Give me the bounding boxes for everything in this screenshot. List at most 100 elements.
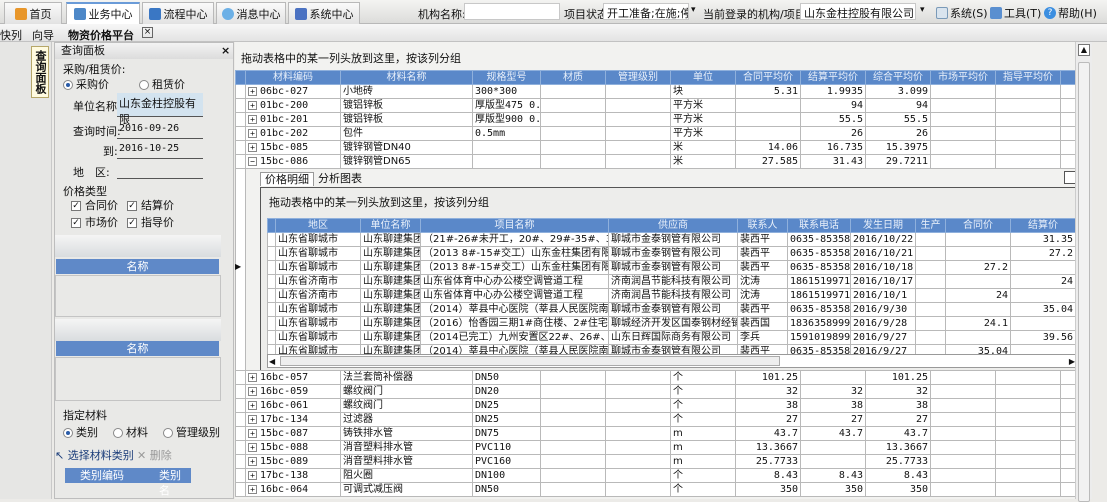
tab-system-center[interactable]: 系统中心 <box>288 2 360 24</box>
table-row[interactable]: +15bc-088 消音塑料排水管 PVC110 m 13.3667 13.3667 <box>235 440 1076 455</box>
column-header[interactable]: 项目名称 <box>420 218 609 233</box>
expand-icon[interactable]: + <box>248 142 257 152</box>
column-header[interactable]: 材料编码 <box>245 70 341 85</box>
column-header[interactable]: 发生日期 <box>850 218 916 233</box>
radio-rent[interactable]: 租赁价 <box>139 76 185 92</box>
select-category-button[interactable]: ↖ 选择材料类别 <box>55 447 134 463</box>
name-column-header[interactable]: 名称 <box>56 259 219 274</box>
tab-business-center[interactable]: 业务中心 <box>66 2 140 24</box>
vertical-scrollbar[interactable]: ▲ <box>1075 42 1092 502</box>
login-org-select[interactable]: 山东金柱控股有限公司 <box>800 3 916 20</box>
time-to-input[interactable]: 2016-10-25 <box>117 141 203 159</box>
column-header[interactable]: 市场平均价 <box>930 70 996 85</box>
column-header[interactable]: 材质 <box>540 70 606 85</box>
column-header[interactable]: 单位 <box>670 70 736 85</box>
quick-list-tab[interactable]: 快列 <box>0 29 22 42</box>
table-row[interactable]: +01bc-201 镀铝锌板 厚版型900 0.5 平方米 55.5 55.5 <box>235 112 1076 127</box>
table-row[interactable]: 山东省聊城市山东聊建集团（21#-26#未开工，20#、29#-35#、37#-… <box>267 232 1075 247</box>
column-header[interactable]: 管理级别 <box>605 70 671 85</box>
collapse-icon[interactable]: − <box>248 156 257 166</box>
checkbox-market[interactable]: ✓ 市场价 <box>71 214 118 230</box>
tab-price-detail[interactable]: 价格明细 <box>260 172 314 186</box>
column-header[interactable]: 合同价 <box>945 218 1011 233</box>
chevron-down-icon[interactable]: ▾ <box>920 5 925 15</box>
column-header[interactable]: 生产 <box>915 218 946 233</box>
chevron-down-icon[interactable]: ▾ <box>691 5 696 15</box>
project-status-select[interactable]: 开工准备;在施;停工 <box>603 3 689 20</box>
expand-icon[interactable]: + <box>248 386 257 396</box>
detail-toggle-box[interactable] <box>1064 171 1075 184</box>
table-row[interactable]: +16bc-057 法兰套筒补偿器 DN50 个 101.25 101.25 <box>235 370 1076 385</box>
close-icon[interactable]: × <box>221 44 231 57</box>
table-row[interactable]: −15bc-086 镀锌钢管DN65 米 27.585 31.43 29.7211 <box>235 154 1076 169</box>
expand-icon[interactable]: + <box>248 414 257 424</box>
expand-icon[interactable]: + <box>248 456 257 466</box>
scrollbar-thumb[interactable] <box>280 356 780 366</box>
scroll-up-icon[interactable]: ▲ <box>1078 44 1090 56</box>
table-row[interactable]: 山东省聊城市山东聊建集团（2014已完工）九州安置区22#、26#、28#山东日… <box>267 330 1075 345</box>
expand-icon[interactable]: + <box>248 400 257 410</box>
expand-icon[interactable]: + <box>248 128 257 138</box>
delete-button[interactable]: ✕ 删除 <box>137 447 172 463</box>
table-row[interactable]: +17bc-134 过滤器 DN25 个 27 27 27 <box>235 412 1076 427</box>
table-row[interactable]: 山东省济南市 山东聊建集团 山东省体育中心办公楼空调管道工程 济南润昌节能科技有限公司… <box>267 274 1075 289</box>
table-row[interactable]: 山东省聊城市 山东聊建集团 （2016）怡香园三期1#商住楼、2#住宅楼 聊城经济开发… <box>267 316 1075 331</box>
expand-icon[interactable]: + <box>248 114 257 124</box>
column-header[interactable]: 指导平均价 <box>995 70 1061 85</box>
table-row[interactable]: +01bc-202 包件 0.5mm 平方米 26 26 <box>235 126 1076 141</box>
scrollbar-thumb[interactable] <box>1078 62 1090 502</box>
column-header[interactable]: 单位名称 <box>360 218 421 233</box>
table-row[interactable]: +15bc-087 铸铁排水管 DN75 m 43.7 43.7 43.7 <box>235 426 1076 441</box>
expand-icon[interactable]: + <box>248 484 257 494</box>
table-row[interactable]: +17bc-138 阻火圈 DN100 个 8.43 8.43 8.43 <box>235 468 1076 483</box>
expand-icon[interactable]: + <box>248 86 257 96</box>
radio-material[interactable]: 材料 <box>113 424 148 440</box>
column-header[interactable]: 结算平均价 <box>800 70 866 85</box>
expand-icon[interactable]: + <box>248 428 257 438</box>
org-name-input[interactable] <box>464 3 560 20</box>
unit-name-input[interactable]: 山东金柱控股有限 <box>117 93 203 126</box>
column-header[interactable]: 规格型号 <box>472 70 541 85</box>
radio-management-level[interactable]: 管理级别 <box>163 424 220 440</box>
column-header[interactable]: 联系电话 <box>787 218 851 233</box>
name-column-header[interactable]: 名称 <box>56 341 219 356</box>
query-panel-vertical-tab[interactable]: 查询面板 <box>31 46 49 98</box>
tab-flow-center[interactable]: 流程中心 <box>142 2 214 24</box>
table-row[interactable]: +16bc-059 螺纹阀门 DN20 个 32 32 32 <box>235 384 1076 399</box>
tab-home[interactable]: 首页 <box>4 2 62 24</box>
column-header[interactable]: 结算价 <box>1010 218 1075 233</box>
table-row[interactable]: +16bc-064 可调式减压阀 DN50 个 350 350 350 <box>235 482 1076 497</box>
menu-tools[interactable]: 工具(T) <box>990 5 1041 21</box>
guide-tab[interactable]: 向导 <box>32 29 54 42</box>
scroll-left-icon[interactable]: ◀ <box>269 357 276 366</box>
column-header[interactable]: 材料名称 <box>340 70 473 85</box>
tab-analysis-chart[interactable]: 分析图表 <box>318 172 362 185</box>
table-row[interactable]: 山东省聊城市 山东聊建集团 （2014）莘县中心医院（莘县人民医院南区 聊城市金泰钢管… <box>267 302 1075 317</box>
scroll-right-icon[interactable]: ▶ <box>1068 357 1075 366</box>
column-header[interactable]: 地区 <box>275 218 361 233</box>
table-row[interactable]: 山东省济南市 山东聊建集团 山东省体育中心办公楼空调管道工程 济南润昌节能科技有限公司… <box>267 288 1075 303</box>
expand-icon[interactable]: + <box>248 372 257 382</box>
expand-icon[interactable]: + <box>248 442 257 452</box>
column-header[interactable]: 联系人 <box>737 218 788 233</box>
region-input[interactable] <box>117 161 203 179</box>
table-row[interactable]: +16bc-061 螺纹阀门 DN25 个 38 38 38 <box>235 398 1076 413</box>
checkbox-settlement[interactable]: ✓ 结算价 <box>127 197 174 213</box>
menu-help[interactable]: ? 帮助(H) <box>1044 5 1097 21</box>
close-tab-icon[interactable]: × <box>142 27 153 38</box>
expand-icon[interactable]: + <box>248 470 257 480</box>
table-row[interactable]: +01bc-200 镀铝锌板 厚版型475 0.6 平方米 94 94 <box>235 98 1076 113</box>
menu-system[interactable]: 系统(S) <box>936 5 988 21</box>
radio-category[interactable]: 类别 <box>63 424 98 440</box>
checkbox-guide[interactable]: ✓ 指导价 <box>127 214 174 230</box>
table-row[interactable]: +15bc-085 镀锌钢管DN40 米 14.06 16.735 15.3975 <box>235 140 1076 155</box>
checkbox-contract[interactable]: ✓ 合同价 <box>71 197 118 213</box>
time-from-input[interactable]: 2016-09-26 <box>117 121 203 139</box>
radio-purchase[interactable]: 采购价 <box>63 76 109 92</box>
table-row[interactable]: +15bc-089 消音塑料排水管 PVC160 m 25.7733 25.7733 <box>235 454 1076 469</box>
category-name-header[interactable]: 类别名 <box>139 468 191 497</box>
tab-message-center[interactable]: 消息中心 <box>216 2 286 24</box>
column-header[interactable]: 综合平均价 <box>865 70 931 85</box>
